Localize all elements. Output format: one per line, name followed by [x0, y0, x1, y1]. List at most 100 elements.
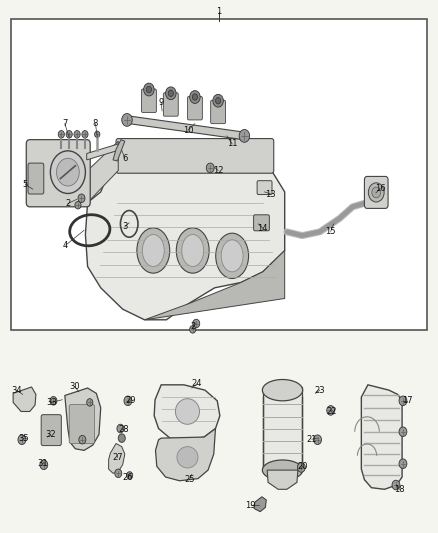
Circle shape — [215, 98, 221, 104]
Text: 20: 20 — [298, 463, 308, 471]
Text: 19: 19 — [245, 501, 256, 510]
Ellipse shape — [221, 240, 243, 272]
Polygon shape — [109, 443, 125, 473]
Text: 18: 18 — [394, 485, 405, 494]
Circle shape — [57, 158, 79, 186]
Text: 12: 12 — [213, 166, 223, 175]
FancyBboxPatch shape — [26, 140, 90, 207]
Circle shape — [399, 459, 407, 469]
Circle shape — [50, 397, 57, 405]
Circle shape — [74, 131, 80, 138]
Circle shape — [75, 201, 81, 209]
Text: 25: 25 — [184, 475, 194, 484]
Circle shape — [166, 87, 176, 100]
Text: 32: 32 — [45, 430, 56, 439]
Circle shape — [124, 396, 132, 406]
FancyBboxPatch shape — [254, 215, 269, 231]
Circle shape — [146, 86, 152, 93]
Text: 35: 35 — [19, 434, 29, 442]
Circle shape — [127, 472, 133, 479]
Circle shape — [297, 463, 305, 472]
Text: 29: 29 — [125, 397, 136, 405]
Circle shape — [95, 131, 100, 138]
Text: 23: 23 — [314, 386, 325, 394]
Circle shape — [239, 130, 250, 142]
Ellipse shape — [215, 233, 249, 278]
Text: 3: 3 — [122, 222, 127, 231]
Ellipse shape — [118, 434, 125, 442]
Polygon shape — [154, 385, 220, 440]
Text: 7: 7 — [62, 119, 67, 128]
Circle shape — [66, 131, 72, 138]
Ellipse shape — [262, 460, 303, 480]
Ellipse shape — [137, 228, 170, 273]
Circle shape — [18, 435, 26, 445]
Circle shape — [399, 396, 407, 406]
Text: 5: 5 — [23, 180, 28, 189]
Circle shape — [399, 427, 407, 437]
FancyBboxPatch shape — [11, 19, 427, 330]
Circle shape — [192, 94, 198, 100]
Text: 2: 2 — [190, 322, 195, 330]
Text: 30: 30 — [69, 382, 80, 391]
Circle shape — [115, 469, 122, 478]
Text: 9: 9 — [159, 98, 164, 107]
Ellipse shape — [117, 424, 124, 433]
Circle shape — [40, 460, 48, 470]
Circle shape — [79, 435, 86, 444]
FancyBboxPatch shape — [163, 93, 178, 116]
FancyBboxPatch shape — [263, 387, 302, 470]
Circle shape — [168, 90, 173, 96]
Text: 16: 16 — [375, 184, 385, 193]
Text: 17: 17 — [402, 397, 413, 405]
Circle shape — [372, 187, 381, 198]
Polygon shape — [267, 470, 298, 489]
Text: 8: 8 — [93, 119, 98, 128]
Polygon shape — [13, 387, 36, 411]
Circle shape — [78, 194, 85, 203]
Text: 14: 14 — [258, 224, 268, 232]
FancyBboxPatch shape — [141, 89, 156, 112]
Circle shape — [122, 114, 132, 126]
Ellipse shape — [175, 399, 199, 424]
Polygon shape — [361, 385, 402, 489]
Circle shape — [392, 480, 400, 490]
Text: 4: 4 — [63, 241, 68, 249]
Polygon shape — [88, 141, 118, 203]
Text: 1: 1 — [216, 7, 222, 16]
FancyBboxPatch shape — [187, 96, 202, 120]
Polygon shape — [87, 144, 118, 160]
Polygon shape — [145, 251, 285, 320]
Text: 33: 33 — [46, 398, 57, 407]
Ellipse shape — [262, 379, 303, 401]
Circle shape — [213, 94, 223, 107]
Polygon shape — [65, 388, 101, 450]
Circle shape — [368, 183, 384, 202]
Text: 27: 27 — [112, 453, 123, 462]
Text: 26: 26 — [123, 473, 133, 481]
Text: 34: 34 — [11, 386, 22, 394]
FancyBboxPatch shape — [364, 176, 388, 208]
Text: 6: 6 — [122, 154, 127, 163]
Polygon shape — [129, 116, 244, 140]
Circle shape — [58, 131, 64, 138]
Ellipse shape — [182, 235, 204, 266]
Circle shape — [50, 151, 85, 193]
Circle shape — [82, 131, 88, 138]
Text: 15: 15 — [325, 227, 336, 236]
Polygon shape — [113, 140, 125, 161]
FancyBboxPatch shape — [257, 181, 272, 195]
Text: 24: 24 — [192, 379, 202, 388]
Text: 31: 31 — [38, 459, 48, 468]
Circle shape — [87, 399, 93, 406]
FancyBboxPatch shape — [116, 139, 274, 173]
Text: 2: 2 — [65, 199, 71, 208]
Polygon shape — [85, 149, 285, 320]
Text: 22: 22 — [327, 407, 337, 416]
Ellipse shape — [177, 447, 198, 468]
FancyBboxPatch shape — [69, 405, 95, 443]
Text: 21: 21 — [307, 435, 317, 443]
Circle shape — [327, 406, 335, 415]
Text: 13: 13 — [265, 190, 276, 198]
FancyBboxPatch shape — [28, 163, 44, 194]
